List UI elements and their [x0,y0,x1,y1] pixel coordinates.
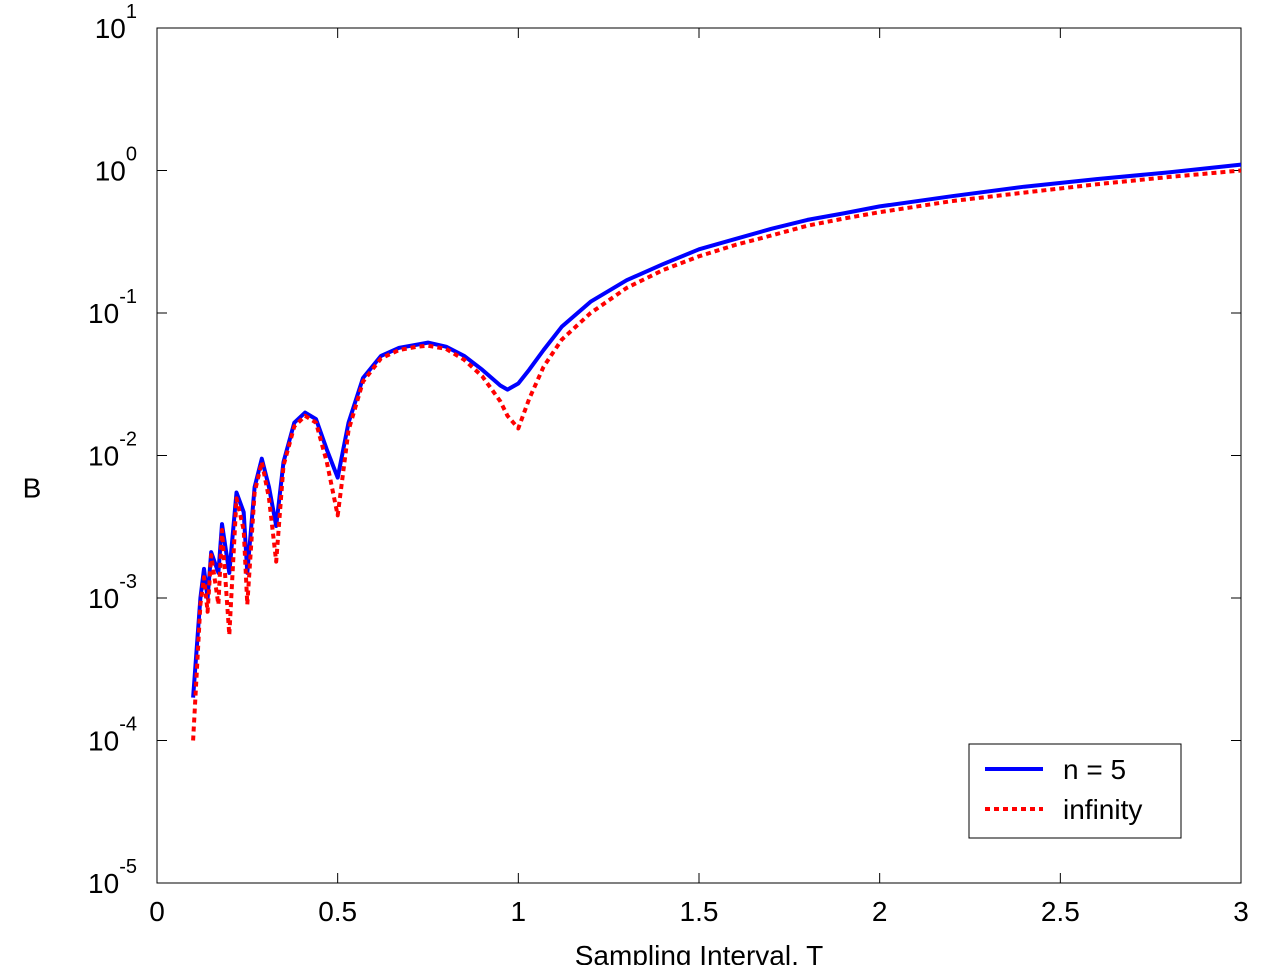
y-tick-base: 10 [88,868,119,899]
x-tick-label: 3 [1233,896,1249,927]
x-tick-label: 0.5 [318,896,357,927]
y-tick-label: 10-4 [88,714,137,757]
y-tick-exponent: -5 [119,856,137,878]
x-axis-label: Sampling Interval, T [575,940,824,965]
y-tick-base: 10 [88,441,119,472]
y-tick-exponent: -3 [119,571,137,593]
y-tick-exponent: -4 [119,714,137,736]
y-tick-base: 10 [88,583,119,614]
y-tick-exponent: -2 [119,429,137,451]
y-tick-label: 10-1 [88,286,137,329]
y-tick-base: 10 [95,13,126,44]
series-line [191,162,1242,698]
y-tick-label: 100 [95,144,137,187]
legend-label: infinity [1063,794,1142,825]
series-line [191,168,1242,741]
y-tick-base: 10 [95,156,126,187]
x-tick-label: 1 [511,896,527,927]
y-tick-label: 10-3 [88,571,137,614]
legend-label: n = 5 [1063,754,1126,785]
y-tick-base: 10 [88,726,119,757]
x-tick-label: 1.5 [680,896,719,927]
y-tick-label: 10-5 [88,856,137,899]
y-axis-label: B [23,472,42,503]
y-tick-exponent: 0 [126,144,137,166]
y-tick-exponent: 1 [126,1,137,23]
legend-box [968,743,1182,839]
x-tick-label: 2.5 [1041,896,1080,927]
x-tick-label: 2 [872,896,888,927]
y-tick-label: 10-2 [88,429,137,472]
y-tick-base: 10 [88,298,119,329]
x-tick-label: 0 [149,896,165,927]
y-tick-label: 101 [95,1,137,44]
y-tick-exponent: -1 [119,286,137,308]
